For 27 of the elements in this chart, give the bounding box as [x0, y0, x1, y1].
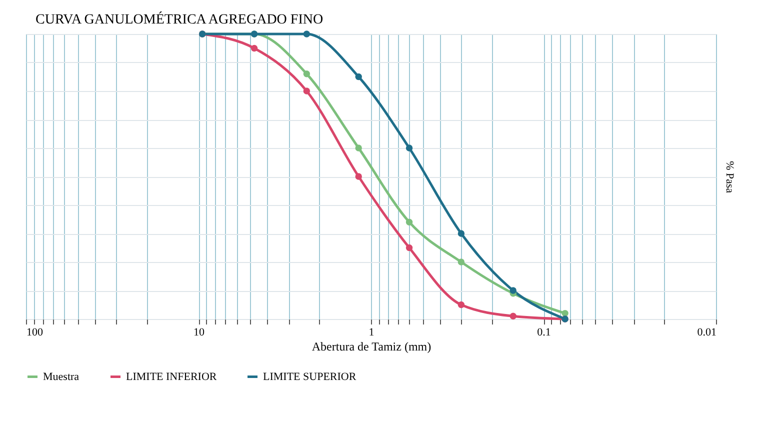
point — [458, 258, 465, 266]
point — [303, 88, 310, 94]
point — [562, 310, 568, 317]
point — [406, 244, 413, 252]
legend-label: LIMITE INFERIOR — [126, 370, 218, 383]
legend-label: LIMITE SUPERIOR — [263, 370, 357, 383]
point — [250, 44, 258, 52]
x-tick-label: 100 — [26, 326, 44, 338]
x-tick-label: 1 — [368, 326, 374, 338]
point — [303, 30, 310, 38]
point — [510, 312, 516, 320]
x-tick-label: 10 — [194, 326, 205, 338]
x-axis-title: Abertura de Tamiz (mm) — [312, 340, 432, 354]
point — [355, 173, 362, 180]
point — [355, 144, 362, 152]
point — [355, 73, 362, 80]
chart-title: CURVA GANULOMÉTRICA AGREGADO FINO — [36, 10, 324, 28]
point — [406, 144, 413, 152]
legend-label: Muestra — [43, 370, 80, 383]
x-tick-label: 0.1 — [537, 326, 551, 338]
point — [303, 70, 310, 78]
x-tick-label: 0.01 — [697, 326, 716, 338]
point — [510, 287, 516, 294]
point — [458, 301, 465, 308]
y-axis-title: % Pasa — [724, 160, 736, 194]
point — [458, 230, 465, 237]
point — [406, 218, 413, 226]
